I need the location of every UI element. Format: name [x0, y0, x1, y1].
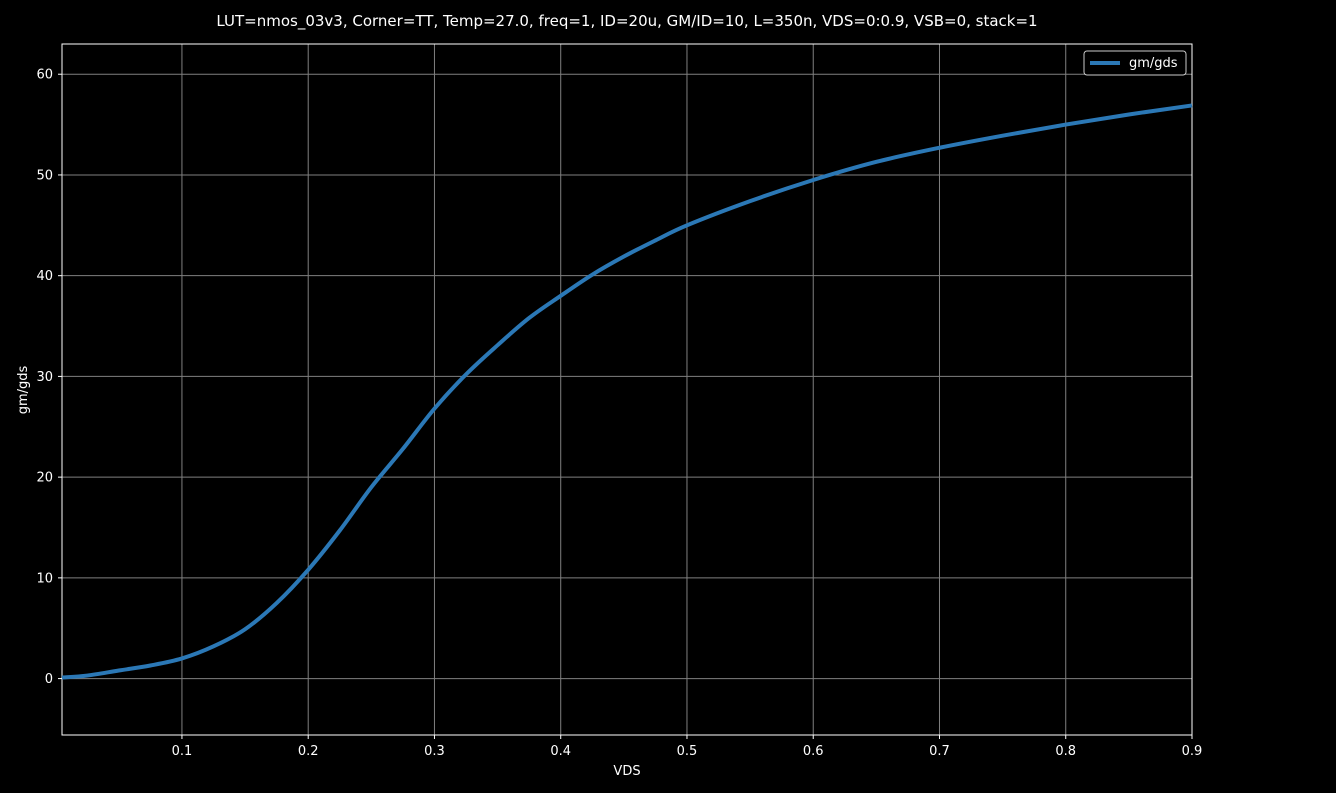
x-axis-label: VDS: [613, 764, 640, 779]
series-layer: [61, 103, 1193, 680]
x-tick-label: 0.6: [803, 744, 824, 759]
x-tick-label: 0.5: [677, 744, 698, 759]
series-line-gm-gds: [61, 103, 1193, 680]
x-tick-label: 0.8: [1055, 744, 1076, 759]
x-tick-label: 0.2: [298, 744, 319, 759]
y-axis-ticks: 0 10 20 30 40 50 60: [36, 68, 62, 687]
x-tick-label: 0.9: [1182, 744, 1203, 759]
y-tick-label: 50: [36, 168, 53, 183]
chart-title: LUT=nmos_03v3, Corner=TT, Temp=27.0, fre…: [216, 12, 1037, 31]
y-axis-label: gm/gds: [16, 365, 31, 414]
x-tick-label: 0.3: [424, 744, 445, 759]
x-tick-label: 0.7: [929, 744, 950, 759]
x-tick-label: 0.4: [550, 744, 571, 759]
y-tick-label: 60: [36, 68, 53, 83]
y-tick-label: 30: [36, 370, 53, 385]
x-tick-label: 0.1: [172, 744, 193, 759]
y-tick-label: 0: [45, 672, 53, 687]
legend: gm/gds: [1083, 50, 1187, 76]
y-tick-label: 10: [36, 571, 53, 586]
plot-area-frame: [61, 43, 1193, 736]
legend-label: gm/gds: [1129, 56, 1178, 71]
y-tick-label: 40: [36, 269, 53, 284]
x-axis-ticks: 0.1 0.2 0.3 0.4 0.5 0.6 0.7 0.8 0.9: [172, 735, 1203, 759]
y-tick-label: 20: [36, 471, 53, 486]
grid: [62, 44, 1193, 735]
legend-box: [1083, 50, 1187, 76]
